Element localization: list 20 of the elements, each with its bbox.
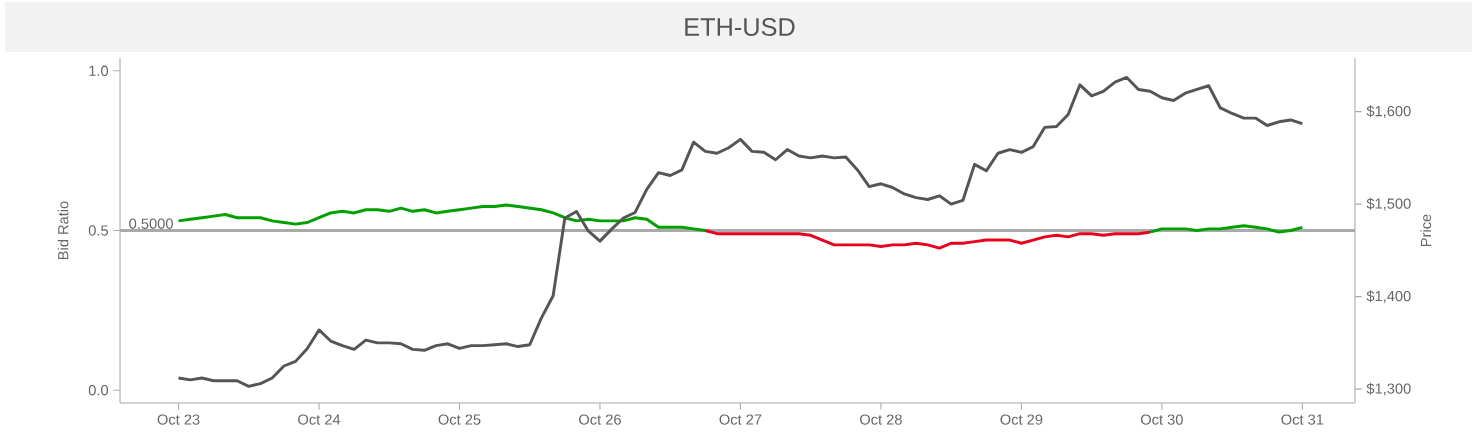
y2-tick-label: $1,300 (1366, 382, 1411, 396)
y2-axis-title: Price (1420, 214, 1432, 246)
x-tick-label: Oct 28 (859, 414, 902, 425)
x-tick-label: Oct 25 (438, 414, 481, 425)
x-tick-label: Oct 24 (298, 414, 341, 425)
y2-tick-label: $1,500 (1366, 197, 1411, 211)
y-tick-label: 1.0 (89, 65, 109, 76)
y2-tick-label: $1,400 (1366, 290, 1411, 303)
x-tick-label: Oct 26 (579, 414, 621, 425)
x-tick-label: Oct 29 (1000, 414, 1043, 425)
chart-title: ETH-USD (685, 18, 795, 36)
y-tick-label: 0.5 (88, 225, 109, 236)
y-axis-title: Bid Ratio (57, 201, 69, 260)
y-tick-label: 0.0 (88, 385, 109, 396)
y2-tick-label: $1,600 (1366, 105, 1411, 119)
ref-line-label: 0.5000 (129, 218, 173, 229)
x-tick-label: Oct 23 (157, 414, 200, 425)
x-tick-label: Oct 27 (719, 414, 762, 425)
x-tick-label: Oct 30 (1140, 414, 1183, 425)
x-tick-label: Oct 31 (1281, 414, 1324, 425)
